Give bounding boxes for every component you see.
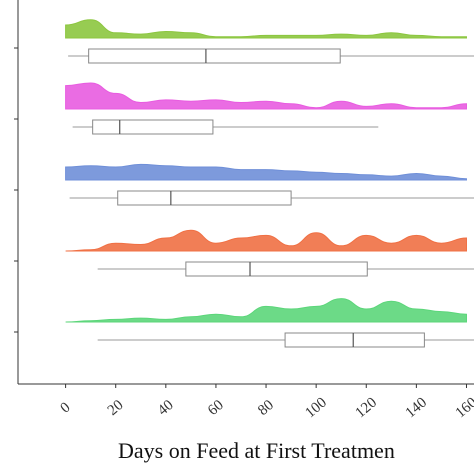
density-cloud (65, 163, 467, 181)
x-tick-label: 100 (302, 395, 330, 422)
x-tick-label: 0 (58, 399, 74, 416)
density-cloud (65, 82, 467, 110)
x-tick-label: 80 (255, 397, 277, 419)
box (284, 332, 425, 348)
x-tick-label: 160 (453, 395, 474, 422)
x-tick-label: 140 (403, 395, 431, 422)
box (185, 261, 368, 277)
density-cloud (65, 298, 467, 323)
x-tick-label: 40 (155, 397, 177, 419)
box (117, 190, 292, 206)
x-axis-label: Days on Feed at First Treatmen (118, 438, 395, 463)
x-tick-label: 20 (105, 397, 127, 419)
density-cloud (65, 229, 467, 252)
box (88, 48, 341, 64)
x-tick-label: 60 (205, 397, 227, 419)
x-tick-label: 120 (353, 395, 381, 422)
density-cloud (65, 19, 467, 39)
box (92, 119, 214, 135)
